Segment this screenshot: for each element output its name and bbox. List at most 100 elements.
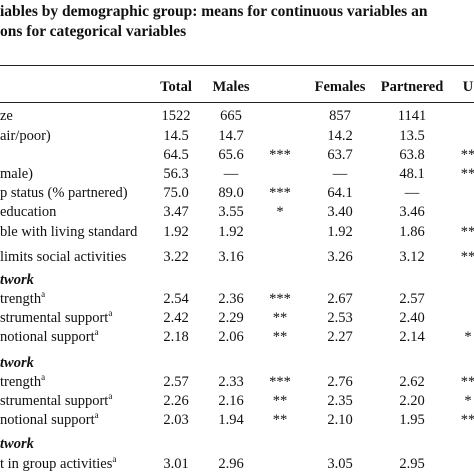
table-cell: — [404, 185, 420, 201]
table-cell: 13.5 [399, 128, 425, 144]
table-cell: 3.26 [327, 249, 353, 265]
table-cell: 3.55 [218, 204, 244, 220]
header-rule [0, 102, 474, 103]
table-cell: ** [460, 374, 474, 390]
table-cell: 2.67 [327, 291, 353, 307]
table-cell: 48.1 [399, 166, 425, 182]
table-cell: 2.26 [163, 393, 189, 409]
section-label: twork [0, 355, 34, 371]
column-header: Total [160, 79, 192, 95]
table-cell: 1.92 [218, 224, 244, 240]
table-cell: 1522 [161, 108, 191, 124]
table-cell: 2.06 [218, 329, 244, 345]
table-cell: * [464, 329, 472, 345]
table-cell: 2.54 [163, 291, 189, 307]
table-cell: 857 [329, 108, 351, 124]
table-cell: 3.22 [163, 249, 189, 265]
row-label: ze [0, 108, 13, 124]
table-cell: ** [272, 310, 288, 326]
table-cell: *** [269, 147, 291, 163]
table-cell: 2.36 [218, 291, 244, 307]
column-header: U [462, 79, 474, 95]
row-label: p status (% partnered) [0, 185, 128, 201]
table-cell: * [276, 204, 284, 220]
table-cell: 1141 [397, 108, 427, 124]
footnote-marker: a [108, 308, 113, 318]
table-cell: 63.7 [327, 147, 353, 163]
row-label: trengtha [0, 372, 46, 391]
title-line: ons for categorical variables [0, 23, 187, 40]
table-cell: 2.57 [163, 374, 189, 390]
table-cell: ** [460, 249, 474, 265]
footnote-marker: a [112, 454, 117, 464]
column-header: Partnered [380, 79, 444, 95]
table-cell: *** [269, 291, 291, 307]
table-cell: — [332, 166, 348, 182]
table-cell: 3.40 [327, 204, 353, 220]
row-label: strumental supporta [0, 308, 113, 327]
table-cell: ** [460, 166, 474, 182]
table-cell: 2.29 [218, 310, 244, 326]
row-label: education [0, 204, 57, 220]
table-cell: 665 [220, 108, 242, 124]
table-cell: 14.5 [163, 128, 189, 144]
column-header: Males [212, 79, 250, 95]
row-label: male) [0, 166, 34, 182]
table-cell: 14.2 [327, 128, 353, 144]
row-label: limits social activities [0, 249, 127, 265]
table-cell: 1.95 [399, 412, 425, 428]
row-label: notional supporta [0, 327, 99, 346]
table-cell: 2.14 [399, 329, 425, 345]
row-label: notional supporta [0, 410, 99, 429]
table-cell: 89.0 [218, 185, 244, 201]
table-cell: 2.95 [399, 456, 425, 472]
table-cell: 3.12 [399, 249, 425, 265]
table-cell: ** [460, 147, 474, 163]
table-cell: — [223, 166, 239, 182]
table-cell: 2.76 [327, 374, 353, 390]
table-cell: *** [269, 374, 291, 390]
table-cell: * [464, 393, 472, 409]
table-cell: 2.40 [399, 310, 425, 326]
table-cell: 2.42 [163, 310, 189, 326]
table-cell: 2.20 [399, 393, 425, 409]
table-cell: 1.92 [327, 224, 353, 240]
table-cell: 2.16 [218, 393, 244, 409]
table-cell: 65.6 [218, 147, 244, 163]
footnote-marker: a [94, 327, 99, 337]
section-label: twork [0, 272, 34, 288]
table-cell: 3.46 [399, 204, 425, 220]
table-cell: 2.96 [218, 456, 244, 472]
table-cell: 2.03 [163, 412, 189, 428]
table-cell: 14.7 [218, 128, 244, 144]
table-cell: 2.35 [327, 393, 353, 409]
table-cell: 64.1 [327, 185, 353, 201]
table-cell: 64.5 [163, 147, 189, 163]
table-cell: 3.05 [327, 456, 353, 472]
footnote-marker: a [41, 372, 46, 382]
table-cell: 1.86 [399, 224, 425, 240]
top-rule [0, 65, 474, 66]
table-cell: 1.94 [218, 412, 244, 428]
table-cell: 3.16 [218, 249, 244, 265]
table-cell: 2.57 [399, 291, 425, 307]
footnote-marker: a [108, 391, 113, 401]
table-cell: ** [272, 329, 288, 345]
table-cell: 3.47 [163, 204, 189, 220]
table-cell: 3.01 [163, 456, 189, 472]
column-header: Females [314, 79, 366, 95]
table-cell: 75.0 [163, 185, 189, 201]
table-cell: ** [460, 412, 474, 428]
table-cell: ** [460, 224, 474, 240]
row-label: t in group activitiesa [0, 454, 117, 473]
table-cell: 1.92 [163, 224, 189, 240]
table-cell: 2.27 [327, 329, 353, 345]
table-cell: 2.18 [163, 329, 189, 345]
table-cell: ** [272, 412, 288, 428]
table-cell: *** [269, 185, 291, 201]
row-label: strumental supporta [0, 391, 113, 410]
table-cell: 2.53 [327, 310, 353, 326]
section-label: twork [0, 436, 34, 452]
table-cell: ** [272, 393, 288, 409]
